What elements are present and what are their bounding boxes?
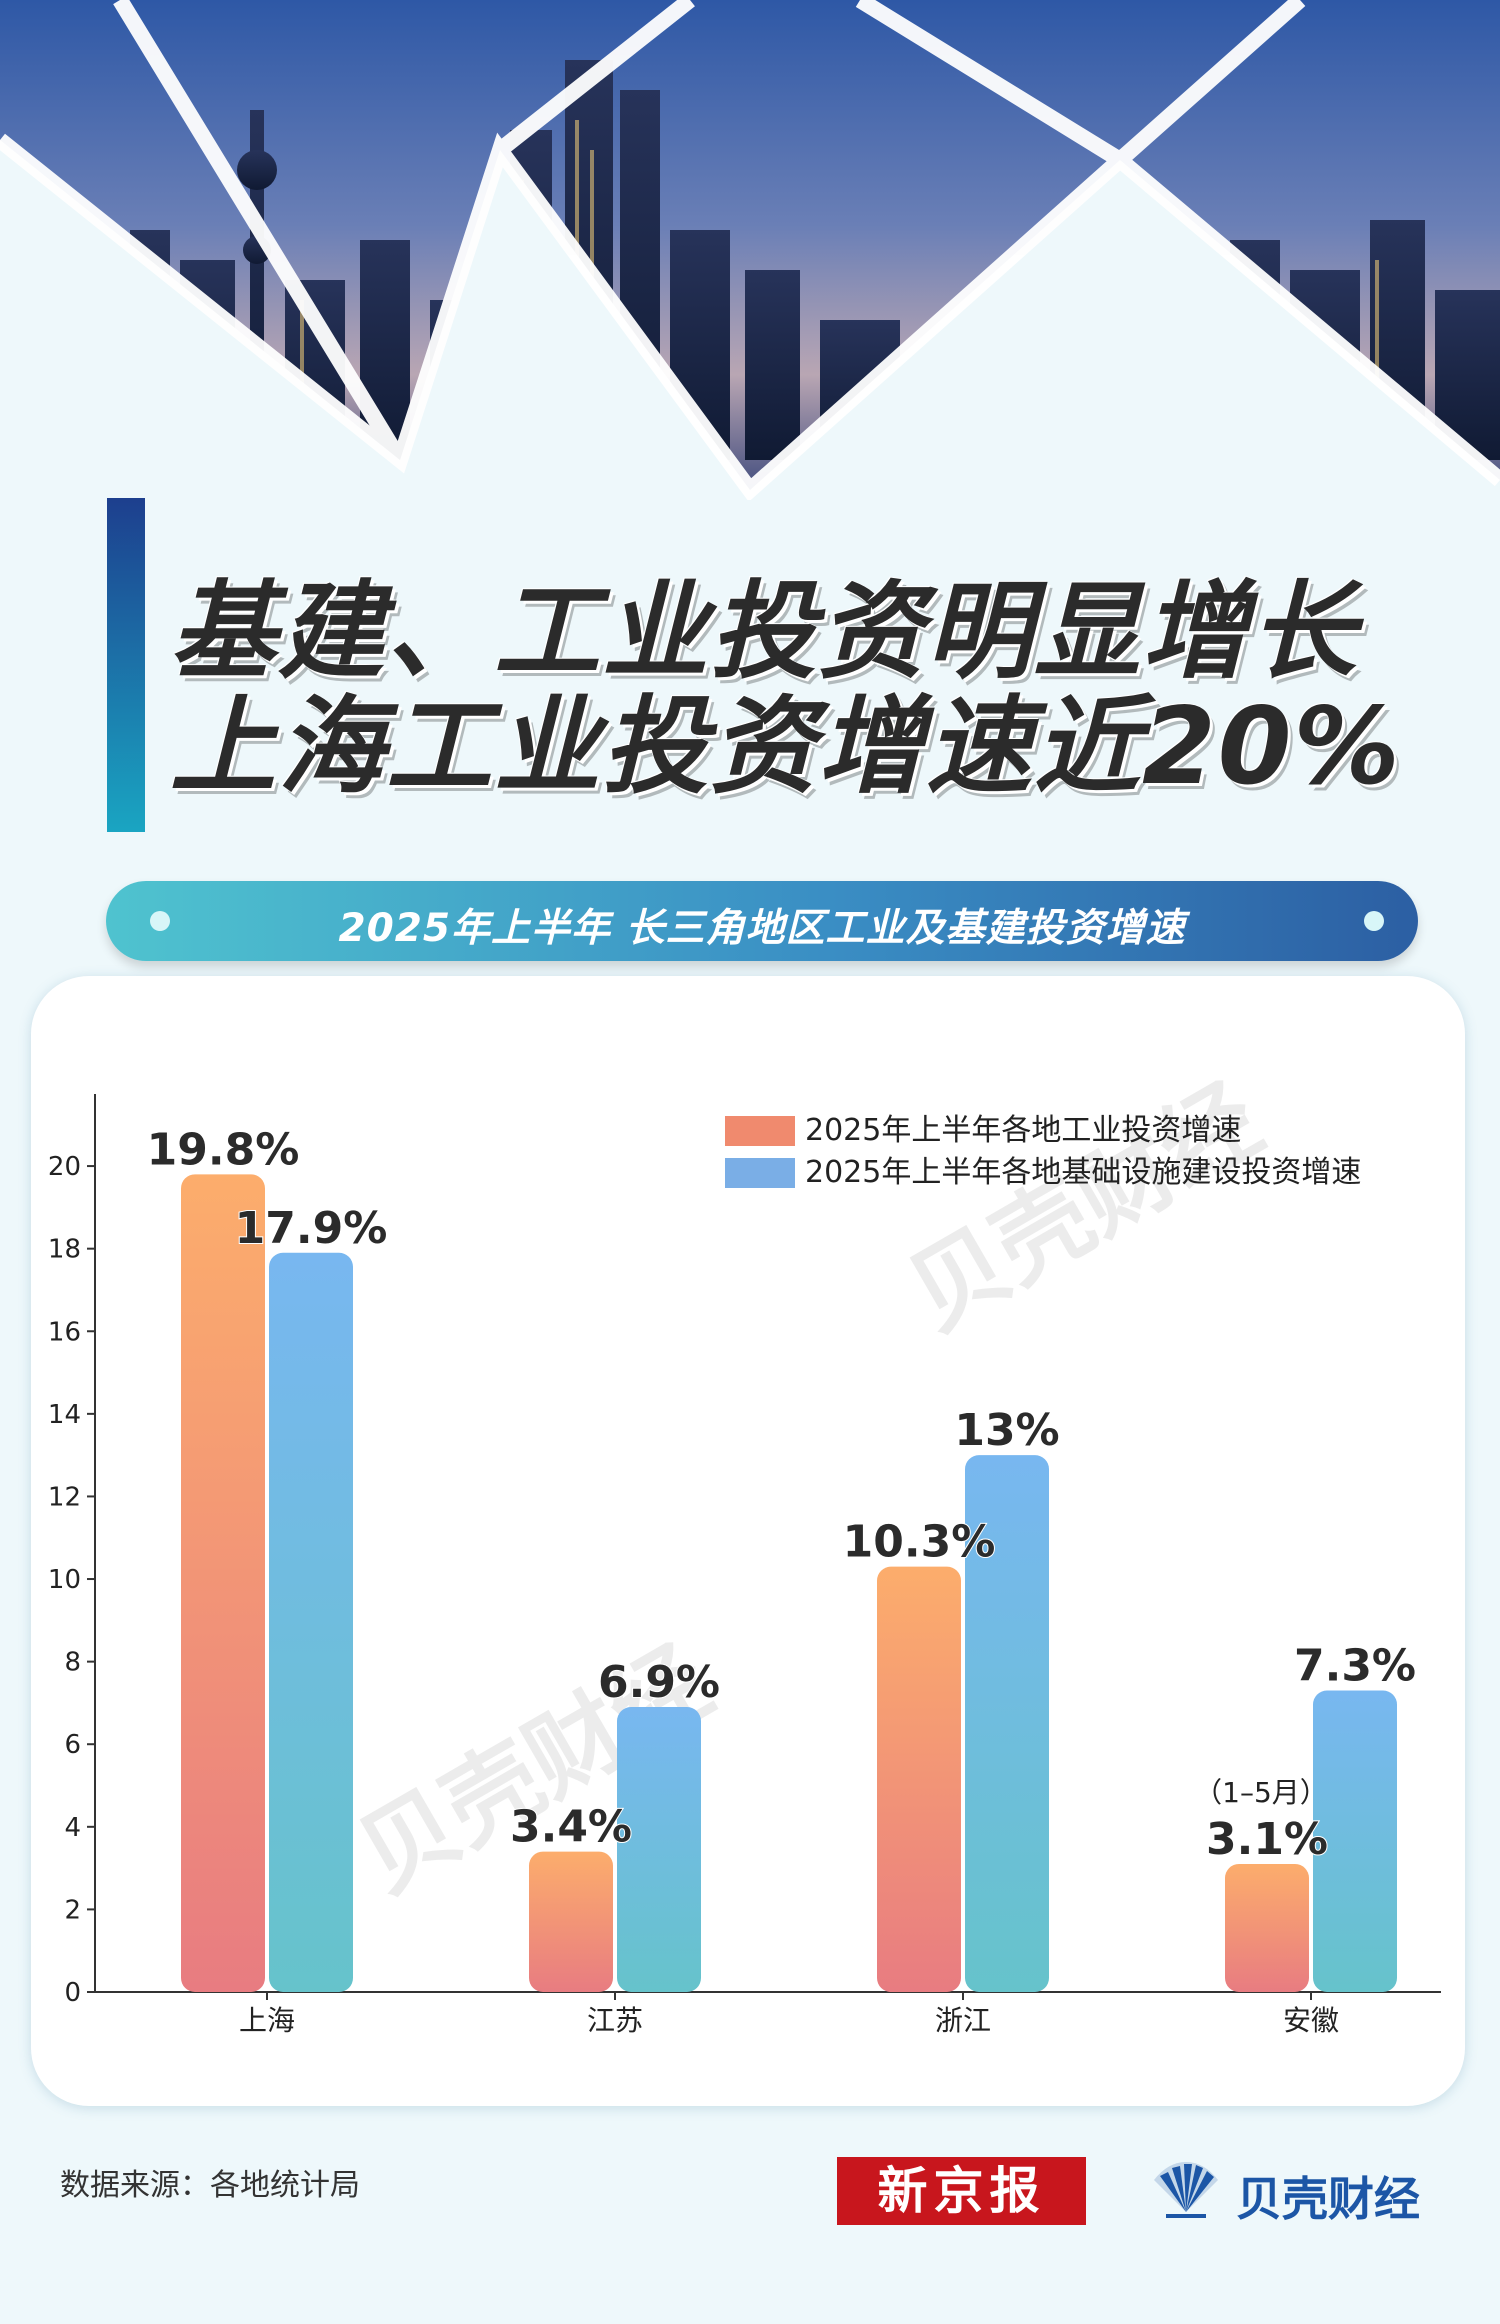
data-label: 3.4% (510, 1802, 632, 1853)
y-tick-label: 18 (48, 1235, 81, 1265)
data-label: 19.8% (147, 1124, 300, 1175)
title-accent-bar (107, 498, 145, 832)
x-tick-label: 上海 (239, 2004, 295, 2037)
bar-industrial (1225, 1863, 1309, 1992)
beike-shell-icon (1154, 2162, 1218, 2218)
chart-axes: 0 2 4 6 8 10 12 14 16 18 20 上海 江苏 浙江 安徽 (48, 1094, 1441, 2037)
legend-label: 2025年上半年各地基础设施建设投资增速 (805, 1155, 1361, 1190)
legend-label: 2025年上半年各地工业投资增速 (805, 1113, 1241, 1148)
legend-swatch (725, 1116, 795, 1146)
y-tick-label: 2 (64, 1895, 81, 1925)
data-label: 3.1% (1206, 1814, 1328, 1865)
chart-legend: 2025年上半年各地工业投资增速 2025年上半年各地基础设施建设投资增速 (725, 1113, 1361, 1190)
y-tick-label: 0 (64, 1978, 81, 2008)
data-label: 13% (954, 1405, 1059, 1456)
source-note: 数据来源：各地统计局 (60, 2168, 360, 2203)
y-tick-label: 14 (48, 1400, 81, 1430)
x-tick-label: 江苏 (587, 2004, 643, 2037)
headline-line-2: 上海工业投资增速近20% (170, 685, 1402, 808)
annotation-text: （1–5月） (1194, 1776, 1328, 1809)
data-label: 7.3% (1294, 1641, 1416, 1692)
y-tick-label: 20 (48, 1152, 81, 1182)
y-tick-label: 16 (48, 1317, 81, 1347)
hero-skyline-collage (0, 0, 1500, 500)
bar-infrastructure (269, 1252, 353, 1992)
data-label: 17.9% (235, 1203, 388, 1254)
chart-bars (181, 1174, 1397, 1992)
subtitle-banner: 2025年上半年 长三角地区工业及基建投资增速 (106, 881, 1418, 961)
bar-industrial (181, 1174, 265, 1992)
legend-swatch (725, 1158, 795, 1188)
data-label: 6.9% (598, 1657, 720, 1708)
bar-industrial (529, 1851, 613, 1992)
chart-labels: 19.8% 17.9% 3.4% 6.9% 10.3% 13% 3.1% 7.3% （1–5月） (146, 1123, 1417, 1866)
y-tick-label: 8 (64, 1648, 81, 1678)
y-tick-label: 6 (64, 1730, 81, 1760)
banner-dot-left-icon (150, 911, 170, 931)
watermark-text: 贝壳财经 (890, 1062, 1279, 1352)
bar-infrastructure (965, 1455, 1049, 1992)
banner-dot-right-icon (1364, 911, 1384, 931)
bar-infrastructure (617, 1707, 701, 1992)
bar-infrastructure (1313, 1690, 1397, 1992)
x-tick-label: 安徽 (1283, 2004, 1339, 2037)
y-tick-label: 10 (48, 1565, 81, 1595)
y-tick-label: 4 (64, 1813, 81, 1843)
data-label: 10.3% (843, 1517, 996, 1568)
headline-line-1: 基建、工业投资明显增长 (170, 570, 1358, 693)
x-tick-label: 浙江 (935, 2004, 991, 2037)
subtitle-text: 2025年上半年 长三角地区工业及基建投资增速 (338, 906, 1186, 951)
chart-card: 贝壳财经 贝壳财经 0 2 4 6 8 10 12 14 16 18 20 上海 江苏 浙江 安徽 19.8%… (31, 976, 1465, 2106)
xinjingbao-logo: 新京报 (837, 2157, 1086, 2225)
y-tick-label: 12 (48, 1482, 81, 1512)
bar-industrial (877, 1566, 961, 1992)
beike-logo-text: 贝壳财经 (1236, 2172, 1420, 2226)
beike-logo: 贝壳财经 (1146, 2150, 1446, 2230)
